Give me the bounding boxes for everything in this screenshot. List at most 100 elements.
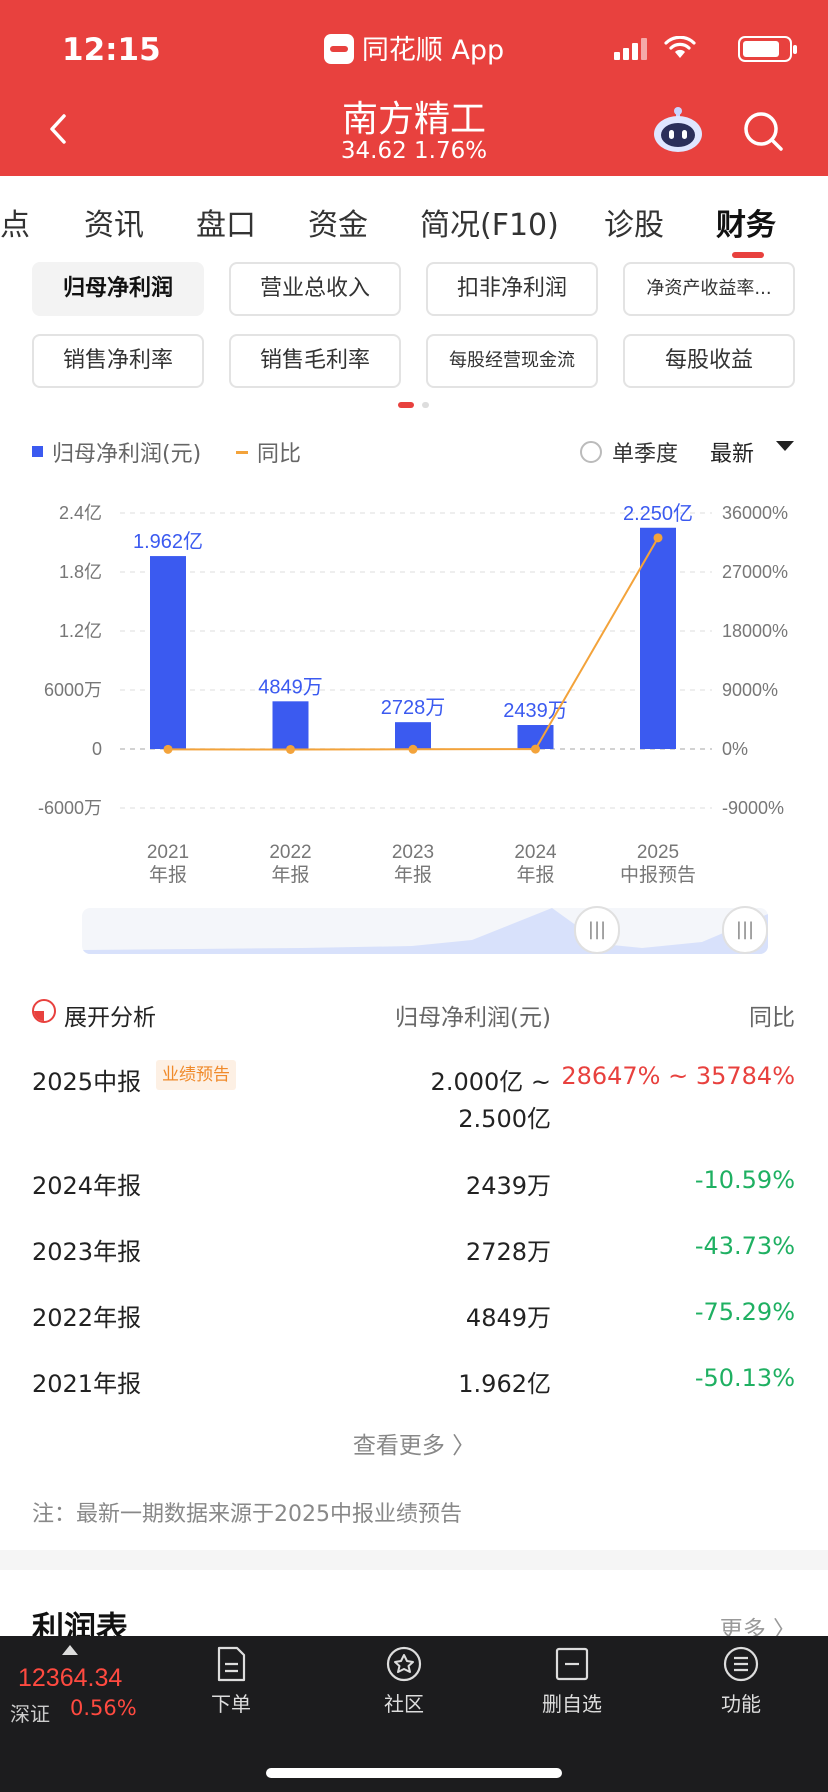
- latest-dropdown[interactable]: 最新: [710, 442, 755, 467]
- single-quarter-label[interactable]: 单季度: [612, 442, 679, 467]
- nav-order-button[interactable]: 下单: [181, 1644, 281, 1717]
- legend-line-swatch: [236, 451, 248, 454]
- legend-bar-swatch: [32, 446, 43, 457]
- app-name-label: 同花顺 App: [361, 35, 505, 66]
- index-value[interactable]: 12364.34: [18, 1664, 123, 1692]
- order-icon: [217, 1646, 246, 1682]
- tab-funds[interactable]: 资金: [308, 208, 368, 243]
- remove-watchlist-icon: [555, 1647, 589, 1681]
- index-name: 深证: [10, 1702, 50, 1726]
- range-slider[interactable]: [82, 908, 768, 954]
- page-dot-active: [398, 402, 414, 408]
- status-icons: [602, 36, 797, 62]
- table-row-value: 4849万: [465, 1304, 551, 1332]
- back-icon[interactable]: [42, 112, 76, 146]
- x-axis-label: 2023: [392, 842, 434, 863]
- table-row-value: 2.000亿 ~: [430, 1068, 551, 1096]
- table-row-yoy: -50.13%: [694, 1364, 795, 1392]
- table-row-value: 2439万: [465, 1172, 551, 1200]
- tab-f10[interactable]: 简况(F10): [420, 208, 559, 243]
- y-axis-right-tick: 36000%: [722, 503, 788, 523]
- y-axis-right-tick: -9000%: [722, 798, 784, 818]
- table-row-yoy: 28647% ~ 35784%: [561, 1062, 795, 1090]
- analysis-toggle[interactable]: 展开分析: [64, 1005, 156, 1031]
- robot-assistant-icon[interactable]: [652, 106, 704, 154]
- chart-bar: [395, 722, 431, 749]
- range-handle-right[interactable]: |||: [722, 906, 768, 954]
- nav-remove-watchlist-button[interactable]: 删自选: [522, 1644, 622, 1717]
- tab-finance[interactable]: 财务: [716, 208, 776, 243]
- tab-news[interactable]: 资讯: [84, 208, 144, 243]
- caret-down-icon[interactable]: [776, 441, 794, 451]
- range-handle-left[interactable]: |||: [574, 906, 620, 954]
- analysis-pie-icon[interactable]: [32, 999, 56, 1023]
- chart-yoy-point: [163, 744, 173, 754]
- y-axis-right-tick: 9000%: [722, 680, 778, 700]
- table-row-value: 2728万: [465, 1238, 551, 1266]
- metric-net-margin[interactable]: 销售净利率: [32, 334, 204, 388]
- section-divider: [0, 1550, 828, 1570]
- legend-line-label: 同比: [257, 442, 302, 467]
- y-axis-right-tick: 0%: [722, 739, 748, 759]
- table-row-value-line2: 2.500亿: [458, 1105, 551, 1133]
- stock-name: 南方精工: [341, 99, 486, 140]
- chart-data-label: 2728万: [381, 697, 446, 719]
- y-axis-right-tick: 27000%: [722, 562, 788, 582]
- column-header-value: 归母净利润(元): [395, 1005, 551, 1031]
- nav-community-button[interactable]: 社区: [354, 1644, 454, 1717]
- tab-comment[interactable]: 点: [0, 208, 30, 243]
- nav-order-label: 下单: [211, 1692, 251, 1716]
- net-profit-chart: 2.4亿 1.8亿 1.2亿 6000万 0 -6000万 36000% 27000% 1800…: [38, 502, 788, 886]
- page-dot: [422, 402, 429, 408]
- x-axis-sublabel: 年报: [271, 864, 309, 886]
- y-axis-right-tick: 18000%: [722, 621, 788, 641]
- nav-menu-label: 功能: [721, 1692, 761, 1716]
- chart-yoy-point: [653, 533, 663, 543]
- metric-net-profit[interactable]: 归母净利润: [32, 262, 204, 316]
- table-row-yoy: -43.73%: [694, 1232, 795, 1260]
- legend-bar-label: 归母净利润(元): [52, 442, 202, 467]
- table-row-label: 2025中报: [32, 1068, 142, 1096]
- chart-data-label: 2439万: [503, 700, 568, 722]
- nav-community-label: 社区: [384, 1692, 424, 1716]
- y-axis-left-tick: 0: [92, 739, 102, 759]
- tab-active-indicator: [732, 252, 764, 258]
- y-axis-left-tick: 1.2亿: [59, 621, 102, 641]
- search-icon[interactable]: [742, 110, 784, 152]
- x-axis-sublabel: 年报: [516, 864, 554, 886]
- status-bar: 12:15 同花顺 App: [0, 0, 828, 96]
- chart-data-label: 4849万: [258, 676, 323, 698]
- signal-icon: [614, 38, 648, 60]
- wifi-icon: [664, 36, 696, 58]
- single-quarter-radio[interactable]: [580, 441, 602, 463]
- x-axis-sublabel: 年报: [149, 864, 187, 886]
- metric-roe[interactable]: 净资产收益率...: [623, 262, 795, 316]
- table-row-label: 2022年报: [32, 1304, 142, 1332]
- community-icon: [386, 1646, 422, 1682]
- nav-remove-watchlist-label: 删自选: [542, 1692, 602, 1716]
- table-row-label: 2021年报: [32, 1370, 142, 1398]
- data-source-note: 注：最新一期数据来源于2025中报业绩预告: [32, 1502, 462, 1527]
- x-axis-label: 2021: [147, 842, 189, 863]
- view-more-link[interactable]: 查看更多 〉: [352, 1433, 476, 1459]
- x-axis-label: 2022: [269, 842, 311, 863]
- x-axis-sublabel: 中报预告: [620, 864, 696, 886]
- index-change: 0.56%: [70, 1696, 137, 1720]
- tab-diagnosis[interactable]: 诊股: [604, 208, 664, 243]
- chart-bar: [640, 527, 676, 749]
- metric-revenue[interactable]: 营业总收入: [229, 262, 401, 316]
- table-row-label: 2024年报: [32, 1172, 142, 1200]
- metric-eps[interactable]: 每股收益: [623, 334, 795, 388]
- tab-orderbook[interactable]: 盘口: [196, 208, 256, 243]
- metric-operating-cashflow[interactable]: 每股经营现金流: [426, 334, 598, 388]
- metric-gross-margin[interactable]: 销售毛利率: [229, 334, 401, 388]
- table-row-label: 2023年报: [32, 1238, 142, 1266]
- chart-bar: [272, 701, 309, 749]
- nav-menu-button[interactable]: 功能: [691, 1644, 791, 1717]
- chart-data-label: 1.962亿: [133, 530, 203, 553]
- metric-deducted-profit[interactable]: 扣非净利润: [426, 262, 598, 316]
- stock-price-change: 34.62 1.76%: [340, 138, 488, 164]
- y-axis-left-tick: 1.8亿: [59, 562, 102, 582]
- forecast-badge: 业绩预告: [156, 1060, 236, 1090]
- table-row-yoy: -75.29%: [694, 1298, 795, 1326]
